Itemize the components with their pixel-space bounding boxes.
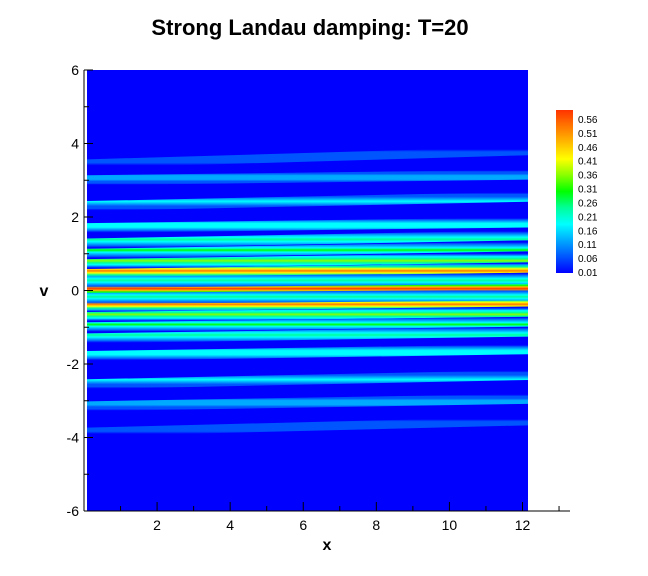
x-tick-label: 6 xyxy=(299,517,307,533)
filament-14 xyxy=(87,370,528,390)
filament-4 xyxy=(87,289,528,305)
y-tick-label: -6 xyxy=(67,503,80,519)
colorbar-level-label: 0.56 xyxy=(578,115,598,126)
chart-title: Strong Landau damping: T=20 xyxy=(151,15,468,40)
x-tick-label: 2 xyxy=(153,517,161,533)
colorbar-gradient xyxy=(556,110,573,273)
colorbar-level-label: 0.36 xyxy=(578,171,598,182)
axes: 2 4 6 8 10 12 -6 -4 -2 0 2 4 6 xyxy=(67,62,570,533)
filament-16 xyxy=(87,393,528,412)
filament-1 xyxy=(87,262,528,279)
colorbar-level-label: 0.46 xyxy=(578,143,598,154)
filament-18 xyxy=(87,416,528,437)
filament-6 xyxy=(87,306,528,322)
y-tick-label: 2 xyxy=(71,209,79,225)
y-tick-label: 6 xyxy=(71,62,79,78)
y-axis-label: v xyxy=(40,283,49,300)
filament-9 xyxy=(87,230,528,249)
filament-15 xyxy=(87,169,528,186)
x-axis-label: x xyxy=(323,537,332,554)
filament-10 xyxy=(87,326,528,344)
colorbar-level-label: 0.01 xyxy=(578,268,598,279)
x-tick-label: 10 xyxy=(442,517,458,533)
colorbar: 0.56 0.51 0.46 0.41 0.36 0.31 0.26 0.21 0.16 0.11… xyxy=(556,110,598,279)
filament-17 xyxy=(87,146,528,169)
filament-8 xyxy=(87,316,528,333)
colorbar-level-label: 0.31 xyxy=(578,185,598,196)
filament-11 xyxy=(87,217,528,233)
filament-7 xyxy=(87,241,528,259)
y-tick-label: 0 xyxy=(71,283,79,299)
filament-13 xyxy=(87,191,528,211)
x-tick-label: 4 xyxy=(226,517,234,533)
filament-3 xyxy=(87,272,528,288)
colorbar-level-label: 0.21 xyxy=(578,212,598,223)
y-tick-label: -2 xyxy=(67,356,80,372)
filament-12 xyxy=(87,344,528,361)
x-tick-label: 12 xyxy=(515,517,531,533)
x-tick-label: 8 xyxy=(372,517,380,533)
y-tick-label: -4 xyxy=(67,430,80,446)
plot-area xyxy=(87,70,528,511)
filament-5 xyxy=(87,252,528,269)
colorbar-level-label: 0.51 xyxy=(578,129,598,140)
colorbar-level-label: 0.16 xyxy=(578,226,598,237)
colorbar-level-label: 0.06 xyxy=(578,254,598,265)
colorbar-level-label: 0.26 xyxy=(578,198,598,209)
colorbar-level-label: 0.11 xyxy=(578,240,597,251)
y-tick-label: 4 xyxy=(71,136,79,152)
colorbar-level-label: 0.41 xyxy=(578,157,598,168)
